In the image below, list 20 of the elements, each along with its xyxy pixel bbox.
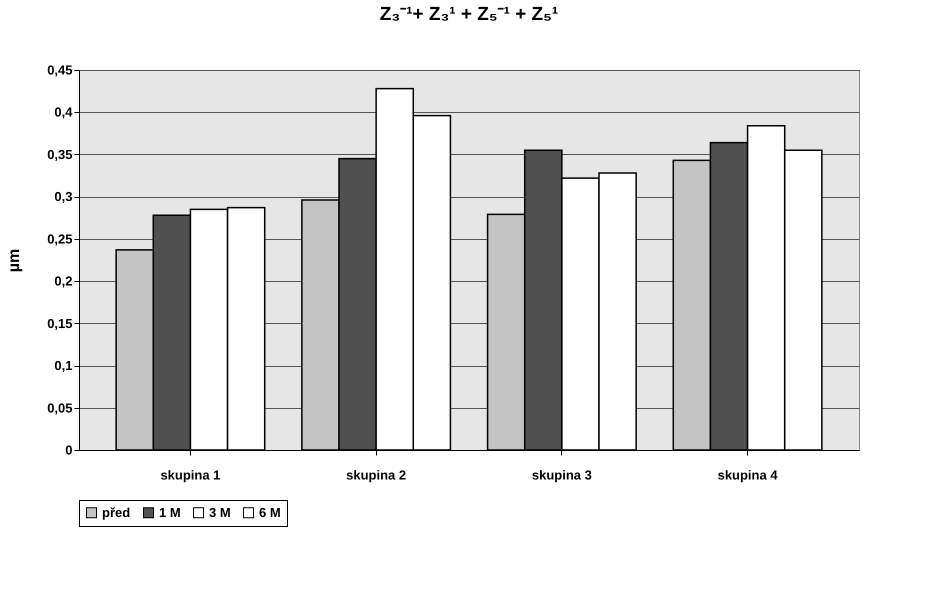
- y-tick-label: 0: [65, 442, 72, 458]
- y-tick-label: 0,35: [47, 146, 72, 162]
- x-tick-label: skupina 2: [346, 468, 406, 482]
- y-tick-label: 0,2: [54, 274, 72, 289]
- chart-title: Z₃⁻¹+ Z₃¹ + Z₅⁻¹ + Z₅¹: [380, 4, 558, 25]
- x-tick-label: skupina 4: [718, 468, 778, 482]
- y-tick-label: 0,1: [54, 358, 72, 374]
- legend-label: 3 M: [209, 504, 231, 520]
- y-tick-label: 0,05: [47, 400, 72, 416]
- y-axis-title: µm: [6, 248, 24, 272]
- legend-label: 1 M: [159, 504, 181, 520]
- y-tick-label: 0,25: [47, 231, 72, 246]
- legend-label: před: [102, 504, 130, 520]
- y-tick-label: 0,3: [54, 189, 72, 204]
- x-tick-label: skupina 1: [160, 468, 220, 482]
- y-tick-label: 0,4: [54, 104, 74, 120]
- y-tick-label: 0,15: [47, 316, 72, 331]
- y-tick-label: 0,45: [47, 62, 72, 78]
- legend-label: 6 M: [259, 504, 281, 520]
- x-tick-label: skupina 3: [532, 468, 592, 482]
